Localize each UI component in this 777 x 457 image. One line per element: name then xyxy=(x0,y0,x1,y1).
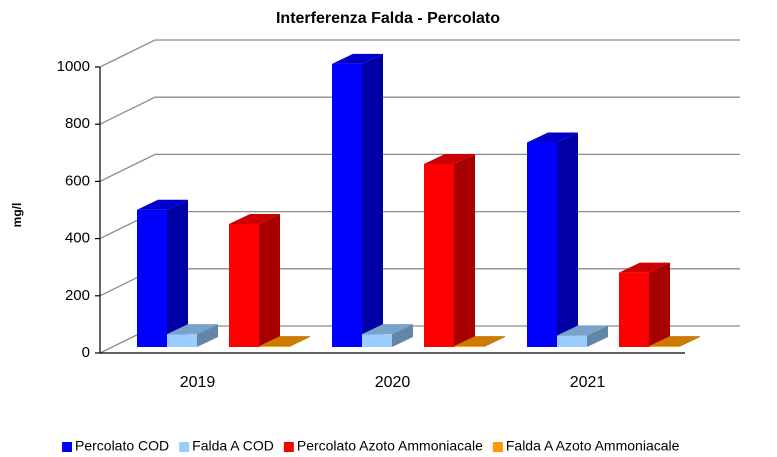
bar-side xyxy=(679,336,700,347)
bar-front xyxy=(649,346,679,347)
y-tick-label: 200 xyxy=(65,287,90,304)
bar xyxy=(167,324,218,347)
bar-top xyxy=(259,336,310,347)
bar xyxy=(619,262,670,347)
bar xyxy=(137,199,188,347)
bar-side xyxy=(454,153,475,347)
y-tick-label: 400 xyxy=(65,230,90,247)
grid-line xyxy=(99,39,740,68)
bar xyxy=(362,324,413,347)
bar-side xyxy=(167,199,188,347)
legend-swatch xyxy=(283,442,294,452)
chart-title: Interferenza Falda - Percolato xyxy=(276,10,500,27)
bar-front xyxy=(259,346,289,347)
bar-side xyxy=(392,324,413,347)
bar-side xyxy=(259,214,280,347)
x-tick-label: 2021 xyxy=(570,374,606,391)
bar-top xyxy=(619,262,670,273)
bar-front xyxy=(454,346,484,347)
bar-side xyxy=(289,336,310,347)
bar-top xyxy=(557,325,608,336)
bar-side xyxy=(484,336,505,347)
bar-top xyxy=(649,336,700,347)
y-tick-label: 800 xyxy=(65,115,90,132)
bar xyxy=(649,336,700,347)
bar-front xyxy=(424,163,454,347)
legend-swatch xyxy=(62,442,72,452)
y-tick-label: 600 xyxy=(65,172,90,189)
bar xyxy=(527,132,578,347)
bar-side xyxy=(557,132,578,347)
legend-label: Falda A Azoto Ammoniacale xyxy=(506,438,680,454)
legend-label: Percolato Azoto Ammoniacale xyxy=(297,438,483,454)
bar-side xyxy=(197,324,218,347)
bar xyxy=(557,325,608,347)
bar-front xyxy=(229,224,259,347)
y-tick-label: 0 xyxy=(82,344,90,361)
y-axis-label: mg/l xyxy=(10,203,24,228)
x-tick-label: 2020 xyxy=(375,374,411,391)
bar xyxy=(332,53,383,348)
legend-swatch xyxy=(492,442,503,452)
bar-side xyxy=(649,262,670,347)
bar-front xyxy=(362,334,392,347)
bar xyxy=(454,336,505,347)
bar xyxy=(229,214,280,347)
grid-line xyxy=(99,96,740,125)
legend-swatch xyxy=(179,442,190,452)
bar-top xyxy=(332,53,383,64)
legend-label: Falda A COD xyxy=(192,438,274,454)
legend-label: Percolato COD xyxy=(75,438,169,454)
bar-top xyxy=(424,153,475,164)
bar-top xyxy=(362,324,413,335)
bar-front xyxy=(557,335,587,347)
grid-line xyxy=(99,153,740,182)
bar-side xyxy=(587,325,608,347)
bar-top xyxy=(229,214,280,225)
bar xyxy=(259,336,310,347)
bar-front xyxy=(167,334,197,347)
bar-side xyxy=(362,53,383,348)
bar-front xyxy=(332,63,362,348)
bar xyxy=(424,153,475,347)
bar-front xyxy=(619,272,649,347)
x-tick-label: 2019 xyxy=(180,374,216,391)
grid-line xyxy=(99,210,740,240)
bar-front xyxy=(137,209,167,347)
bar-front xyxy=(527,142,557,347)
bar-top xyxy=(454,336,505,347)
bar-top xyxy=(167,324,218,335)
y-tick-label: 1000 xyxy=(57,58,90,75)
bar-top xyxy=(137,199,188,210)
bar-top xyxy=(527,132,578,143)
